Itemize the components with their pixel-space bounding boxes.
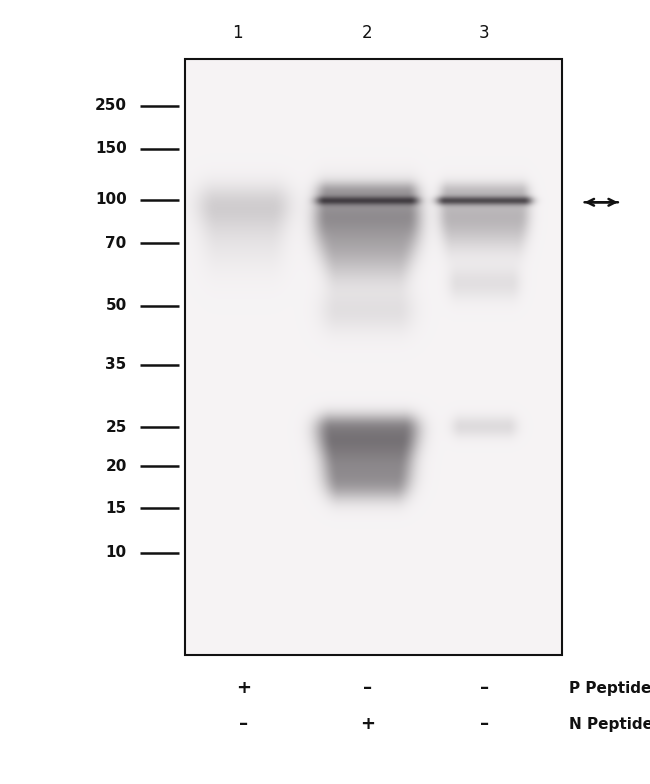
Text: 20: 20 — [105, 459, 127, 474]
Text: 2: 2 — [362, 24, 372, 42]
Text: 70: 70 — [105, 235, 127, 251]
Text: 150: 150 — [95, 141, 127, 157]
Text: N Peptide: N Peptide — [569, 717, 650, 732]
Text: –: – — [480, 716, 489, 733]
Text: –: – — [480, 680, 489, 697]
Text: 1: 1 — [232, 24, 242, 42]
Text: 3: 3 — [479, 24, 489, 42]
Text: 35: 35 — [105, 357, 127, 372]
Text: P Peptide: P Peptide — [569, 681, 650, 696]
Text: 10: 10 — [105, 545, 127, 561]
Text: 50: 50 — [105, 298, 127, 314]
Text: 15: 15 — [105, 500, 127, 516]
Text: 25: 25 — [105, 419, 127, 435]
Text: 250: 250 — [95, 98, 127, 114]
Text: 100: 100 — [95, 192, 127, 208]
Text: +: + — [359, 716, 375, 733]
Text: –: – — [363, 680, 372, 697]
Text: –: – — [239, 716, 248, 733]
Bar — [185, 59, 562, 655]
Text: +: + — [236, 680, 252, 697]
